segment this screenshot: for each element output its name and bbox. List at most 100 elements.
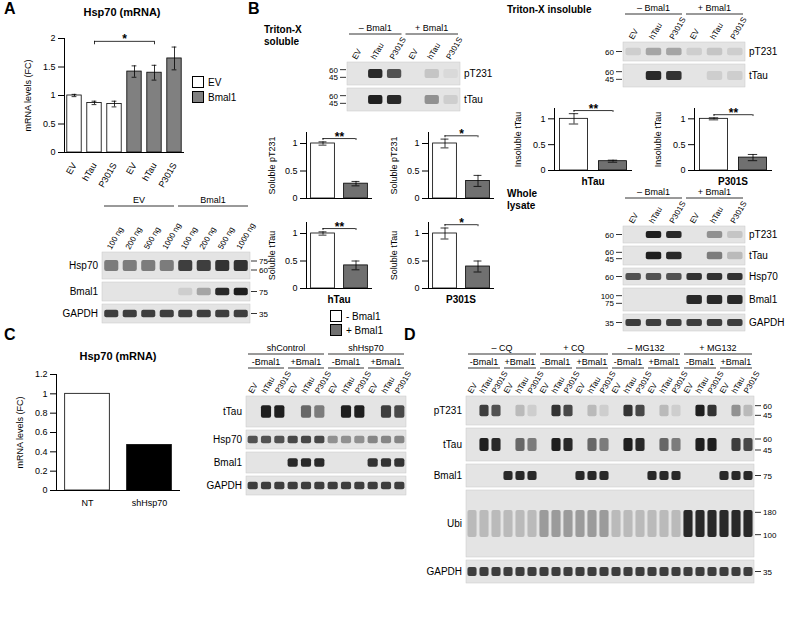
svg-text:mRNA levels (FC): mRNA levels (FC) (15, 396, 25, 468)
svg-text:hTau: hTau (380, 375, 396, 395)
svg-text:0.5: 0.5 (407, 166, 420, 176)
svg-text:**: ** (729, 106, 739, 120)
svg-text:45: 45 (329, 73, 338, 82)
svg-text:EV: EV (350, 47, 363, 61)
svg-text:Ubi: Ubi (447, 518, 462, 529)
svg-text:-Bmal1: -Bmal1 (252, 357, 281, 367)
svg-text:200 ng: 200 ng (124, 225, 144, 251)
svg-text:EV: EV (367, 381, 380, 395)
svg-text:EV: EV (682, 381, 695, 395)
svg-text:tTau: tTau (749, 70, 768, 81)
svg-text:0.5: 0.5 (533, 140, 546, 150)
svg-text:Triton-Xsoluble: Triton-Xsoluble (264, 24, 302, 47)
svg-text:EV: EV (718, 381, 731, 395)
svg-text:GAPDH: GAPDH (206, 480, 242, 491)
svg-text:Hsp70: Hsp70 (749, 271, 778, 282)
svg-text:500 ng: 500 ng (142, 225, 162, 251)
svg-text:60: 60 (605, 273, 614, 282)
svg-text:0: 0 (292, 193, 297, 203)
svg-text:EV: EV (688, 27, 701, 41)
svg-text:EV: EV (133, 195, 145, 205)
svg-text:0: 0 (680, 165, 685, 175)
svg-text:– CQ: – CQ (491, 343, 512, 353)
svg-text:hTau: hTau (340, 375, 356, 395)
svg-text:Insoluble tTau: Insoluble tTau (653, 112, 663, 168)
svg-text:EV: EV (407, 47, 420, 61)
svg-text:hTau: hTau (647, 205, 663, 225)
svg-text:P301S: P301S (668, 200, 688, 225)
svg-text:**: ** (335, 130, 345, 144)
svg-text:Hsp70: Hsp70 (213, 434, 242, 445)
svg-text:75: 75 (605, 299, 614, 308)
svg-text:+ CQ: + CQ (563, 343, 584, 353)
svg-text:35: 35 (605, 319, 614, 328)
svg-text:hTau: hTau (140, 161, 158, 183)
svg-text:– Bmal1: – Bmal1 (637, 187, 670, 197)
svg-text:hTau: hTau (260, 375, 276, 395)
svg-text:75: 75 (259, 257, 268, 266)
svg-text:45: 45 (763, 446, 772, 455)
svg-text:500 ng: 500 ng (216, 225, 236, 251)
svg-text:+Bmal1: +Bmal1 (291, 357, 322, 367)
svg-text:100: 100 (763, 531, 777, 540)
svg-text:1: 1 (50, 90, 55, 100)
svg-text:0.5: 0.5 (43, 119, 56, 129)
svg-text:0.6: 0.6 (35, 427, 48, 437)
svg-text:Bmal1: Bmal1 (434, 470, 463, 481)
svg-text:1: 1 (540, 114, 545, 124)
svg-text:45: 45 (329, 99, 338, 108)
svg-text:Soluble tTau: Soluble tTau (389, 231, 399, 281)
svg-text:P301S: P301S (729, 16, 749, 41)
svg-text:hTau: hTau (708, 205, 724, 225)
svg-text:45: 45 (605, 75, 614, 84)
svg-text:Bmal1: Bmal1 (70, 286, 99, 297)
svg-text:P301S: P301S (729, 200, 749, 225)
svg-text:tTau: tTau (749, 250, 768, 261)
svg-text:EV: EV (688, 211, 701, 225)
svg-text:EV: EV (502, 381, 515, 395)
svg-text:GAPDH: GAPDH (749, 317, 785, 328)
svg-text:hTau: hTau (647, 21, 663, 41)
svg-text:-Bmal1: -Bmal1 (470, 357, 499, 367)
svg-text:0: 0 (540, 165, 545, 175)
svg-text:0: 0 (42, 485, 47, 495)
svg-text:1: 1 (292, 138, 297, 148)
svg-text:+Bmal1: +Bmal1 (721, 357, 752, 367)
svg-text:EV: EV (287, 381, 300, 395)
svg-text:200 ng: 200 ng (198, 225, 218, 251)
svg-text:0: 0 (50, 147, 55, 157)
svg-text:60: 60 (763, 435, 772, 444)
svg-text:180: 180 (763, 508, 777, 517)
svg-text:hTau: hTau (426, 41, 442, 61)
svg-text:35: 35 (763, 568, 772, 577)
svg-text:0.5: 0.5 (673, 140, 686, 150)
svg-text:mRNA levels (FC): mRNA levels (FC) (23, 59, 33, 131)
svg-text:1: 1 (414, 138, 419, 148)
svg-text:EV: EV (610, 381, 623, 395)
svg-text:*: * (459, 127, 464, 141)
svg-text:-Bmal1: -Bmal1 (332, 357, 361, 367)
svg-text:1: 1 (42, 389, 47, 399)
svg-text:EV: EV (538, 381, 551, 395)
svg-text:0: 0 (414, 283, 419, 293)
svg-text:EV: EV (627, 211, 640, 225)
svg-text:0.5: 0.5 (285, 166, 298, 176)
svg-text:Bmal1: Bmal1 (200, 195, 226, 205)
svg-text:-Bmal1: -Bmal1 (686, 357, 715, 367)
svg-text:P301S: P301S (157, 161, 179, 189)
svg-text:0.5: 0.5 (407, 256, 420, 266)
svg-text:EV: EV (64, 161, 79, 176)
svg-text:45: 45 (605, 255, 614, 264)
svg-text:hTau: hTau (300, 375, 316, 395)
svg-text:P301S: P301S (742, 370, 762, 395)
svg-text:NT: NT (82, 498, 94, 508)
svg-text:tTau: tTau (443, 439, 462, 450)
svg-text:GAPDH: GAPDH (426, 566, 462, 577)
svg-text:-Bmal1: -Bmal1 (542, 357, 571, 367)
svg-text:+ Bmal1: + Bmal1 (698, 3, 731, 13)
svg-text:Hsp70: Hsp70 (69, 260, 98, 271)
svg-text:tTau: tTau (464, 94, 483, 105)
svg-text:+Bmal1: +Bmal1 (649, 357, 680, 367)
svg-text:hTau: hTau (369, 41, 385, 61)
svg-text:-Bmal1: -Bmal1 (614, 357, 643, 367)
